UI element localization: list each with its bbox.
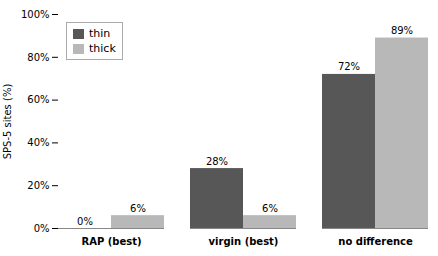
svg-text:40%: 40%	[27, 137, 49, 148]
svg-text:no difference: no difference	[338, 236, 413, 247]
svg-text:virgin (best): virgin (best)	[209, 236, 279, 247]
svg-text:72%: 72%	[338, 61, 360, 72]
svg-text:0%: 0%	[77, 216, 93, 227]
svg-text:80%: 80%	[27, 52, 49, 63]
svg-text:0%: 0%	[34, 223, 50, 234]
svg-text:100%: 100%	[21, 9, 50, 20]
svg-text:28%: 28%	[206, 156, 228, 167]
svg-text:89%: 89%	[391, 25, 413, 36]
svg-text:20%: 20%	[27, 180, 49, 191]
html-text:thick: thick	[89, 42, 116, 55]
svg-text:SPS-5 sites (%): SPS-5 sites (%)	[2, 84, 13, 160]
svg-text:6%: 6%	[130, 203, 146, 214]
svg-text:6%: 6%	[262, 203, 278, 214]
svg-text:60%: 60%	[27, 94, 49, 105]
html-text:thin: thin	[89, 27, 111, 40]
svg-text:RAP (best): RAP (best)	[81, 236, 141, 247]
